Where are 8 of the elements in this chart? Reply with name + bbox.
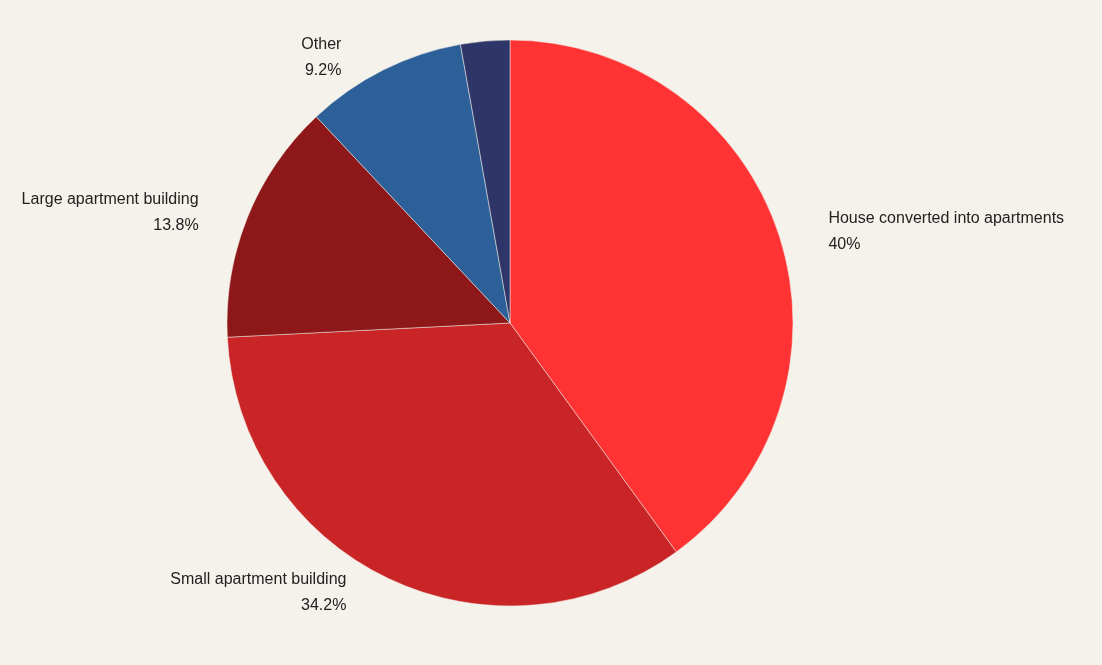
slice-label: Large apartment building [21, 190, 199, 208]
data-label: 9.2% [304, 61, 342, 79]
slice-label: Small apartment building [170, 570, 347, 588]
slice-label: House converted into apartments [828, 209, 1065, 227]
data-label: 40% [828, 235, 861, 253]
data-label: 13.8% [153, 216, 199, 234]
data-label: 34.2% [301, 596, 347, 614]
slice-label: Other [301, 35, 343, 53]
